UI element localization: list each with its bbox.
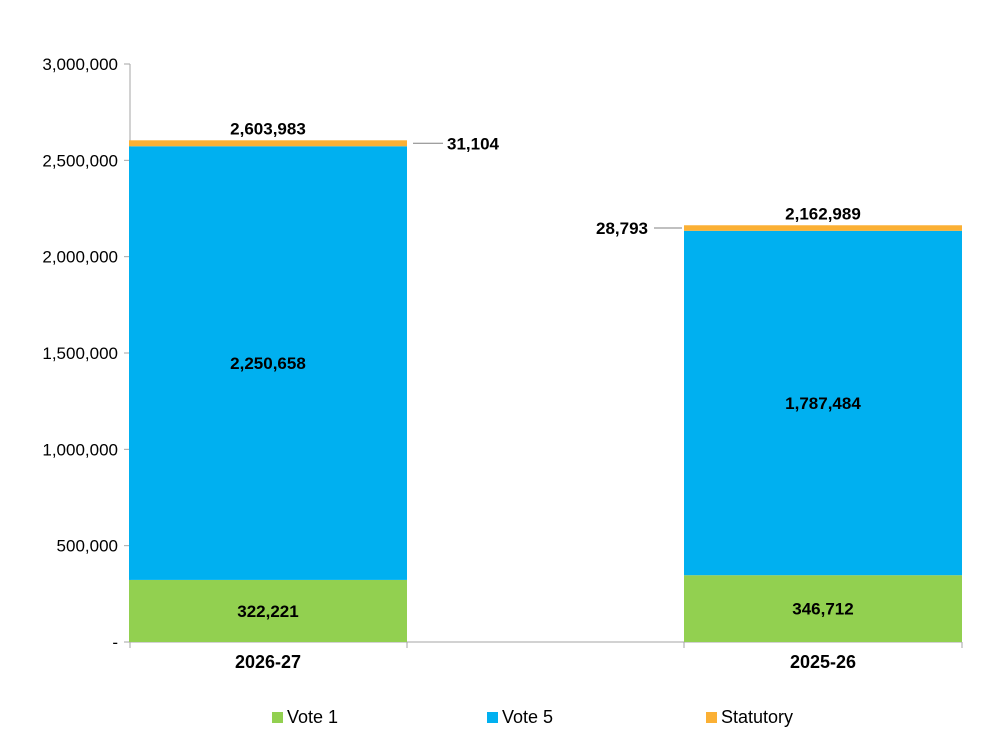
- y-tick-label: 3,000,000: [42, 55, 118, 74]
- y-tick-label: 2,500,000: [42, 151, 118, 170]
- x-category-label: 2026-27: [235, 652, 301, 672]
- legend: Vote 1 Vote 5 Statutory: [272, 707, 793, 727]
- data-label-vote-1: 346,712: [792, 600, 853, 619]
- bar-statutory: [684, 225, 962, 231]
- legend-label-statutory: Statutory: [721, 707, 793, 727]
- bars: [129, 140, 962, 642]
- legend-swatch-statutory: [706, 712, 717, 723]
- data-label-vote-1: 322,221: [237, 602, 298, 621]
- x-category-label: 2025-26: [790, 652, 856, 672]
- y-tick-label: 2,000,000: [42, 248, 118, 267]
- data-label-statutory: 31,104: [447, 134, 500, 153]
- legend-swatch-vote-5: [487, 712, 498, 723]
- data-labels: 322,221 2,250,658 346,712 1,787,484 31,104 28…: [230, 119, 861, 621]
- y-tick-label: 1,500,000: [42, 344, 118, 363]
- bar-vote-1: [684, 575, 962, 642]
- data-label-vote-5: 2,250,658: [230, 354, 306, 373]
- legend-label-vote-1: Vote 1: [287, 707, 338, 727]
- bar-vote-1: [129, 579, 407, 642]
- data-label-vote-5: 1,787,484: [785, 394, 861, 413]
- y-tick-label: 1,000,000: [42, 440, 118, 459]
- data-label-total: 2,603,983: [230, 119, 306, 138]
- data-label-total: 2,162,989: [785, 204, 861, 223]
- bar-vote-5: [129, 146, 407, 580]
- bar-statutory: [129, 140, 407, 147]
- y-tick-label: -: [112, 633, 118, 652]
- legend-swatch-vote-1: [272, 712, 283, 723]
- legend-label-vote-5: Vote 5: [502, 707, 553, 727]
- data-label-statutory: 28,793: [596, 219, 648, 238]
- axes: - 500,000 1,000,000 1,500,000 2,000,000 2,500…: [42, 55, 963, 672]
- y-tick-label: 500,000: [57, 537, 118, 556]
- bar-vote-5: [684, 230, 962, 576]
